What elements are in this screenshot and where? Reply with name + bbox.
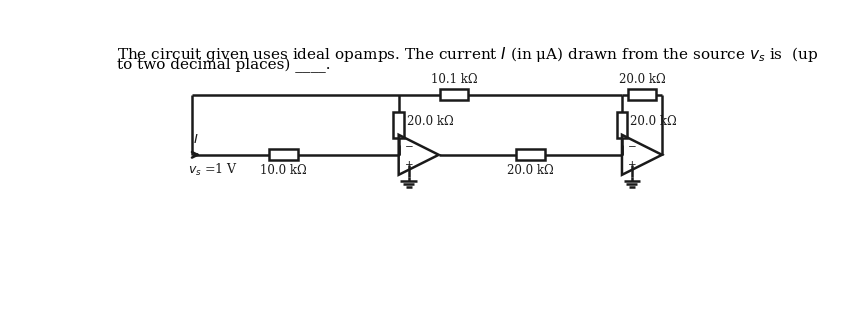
Text: 20.0 kΩ: 20.0 kΩ bbox=[630, 115, 677, 128]
Text: 20.0 kΩ: 20.0 kΩ bbox=[619, 73, 665, 86]
Text: 20.0 kΩ: 20.0 kΩ bbox=[407, 115, 454, 128]
Text: $+$: $+$ bbox=[404, 159, 414, 170]
Text: $-$: $-$ bbox=[404, 140, 414, 150]
Bar bbox=[441, 90, 468, 100]
Bar bbox=[268, 149, 298, 160]
Text: $+$: $+$ bbox=[627, 159, 637, 170]
Text: 10.1 kΩ: 10.1 kΩ bbox=[430, 73, 478, 86]
Text: $v_s$ =1 V: $v_s$ =1 V bbox=[188, 162, 238, 178]
Text: The circuit given uses ideal opamps. The current $I$ (in μA) drawn from the sour: The circuit given uses ideal opamps. The… bbox=[116, 45, 818, 64]
Bar bbox=[617, 112, 627, 138]
Bar bbox=[393, 112, 404, 138]
Text: to two decimal places) ____.: to two decimal places) ____. bbox=[116, 58, 330, 73]
Text: 20.0 kΩ: 20.0 kΩ bbox=[507, 164, 554, 177]
Text: $I$: $I$ bbox=[193, 133, 199, 146]
Bar bbox=[628, 90, 656, 100]
Text: 10.0 kΩ: 10.0 kΩ bbox=[260, 164, 306, 177]
Bar bbox=[516, 149, 545, 160]
Text: $-$: $-$ bbox=[627, 140, 637, 150]
